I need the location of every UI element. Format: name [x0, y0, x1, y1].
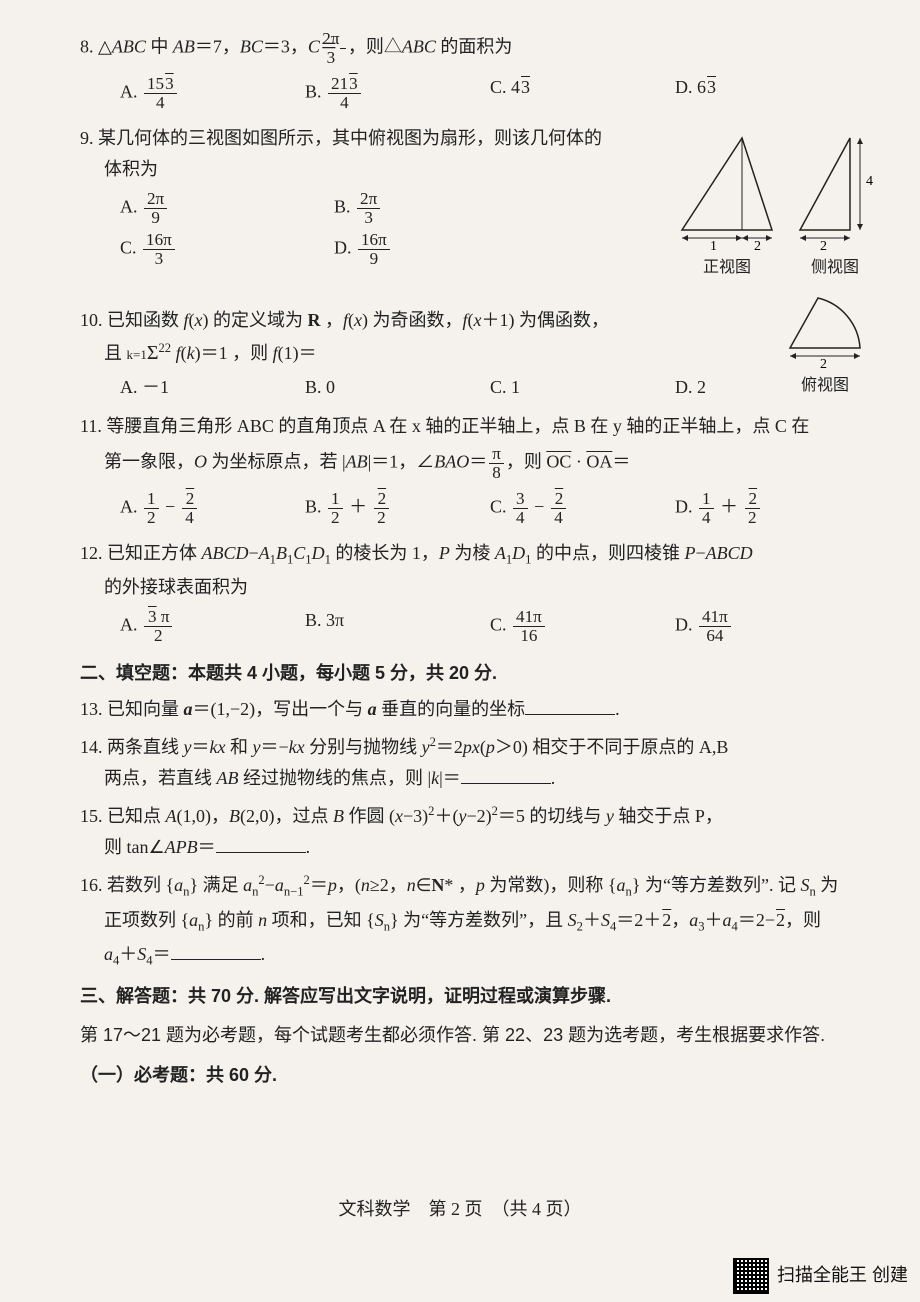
q10-opt-a: A. －1 — [120, 373, 305, 402]
front-view-svg: 1 2 — [672, 130, 782, 250]
q11-opt-b: B. 12 ＋ 22 — [305, 488, 490, 529]
question-13: 13. 已知向量 a＝(1,−2)，写出一个与 a 垂直的向量的坐标. — [80, 697, 860, 722]
q11-opt-c: C. 34 − 24 — [490, 488, 675, 529]
q16-stem: 16. 若数列 {an} 满足 an2−an−12＝p，(n≥2，n∈N* ，p… — [80, 872, 860, 901]
side-view-label: 侧视图 — [790, 257, 880, 279]
q9-opt-d: D. 16π9 — [334, 229, 548, 270]
q9-opt-b: B. 2π3 — [334, 188, 548, 229]
top-view-svg: 2 — [770, 288, 880, 368]
q13-blank — [525, 697, 615, 715]
side-height: 4 — [866, 174, 873, 189]
section-3-sub: （一）必考题：共 60 分. — [80, 1063, 860, 1088]
q8-opt-c: C. 43 — [490, 73, 675, 114]
q8-opt-d: D. 63 — [675, 73, 860, 114]
q16-stem2: 正项数列 {an} 的前 n 项和，已知 {Sn} 为“等方差数列”，且 S2＋… — [80, 908, 860, 936]
section-2-title: 二、填空题：本题共 4 小题，每小题 5 分，共 20 分. — [80, 661, 860, 686]
q10-num: 10. — [80, 310, 103, 330]
front-view-label: 正视图 — [672, 257, 782, 279]
side-base: 2 — [820, 239, 827, 250]
scanner-stamp: 扫描全能王 创建 — [733, 1258, 908, 1294]
q15-blank — [216, 835, 306, 853]
page-footer: 文科数学 第 2 页 （共 4 页） — [0, 1197, 920, 1222]
q12-opt-c: C. 41π16 — [490, 606, 675, 647]
q11-opt-d: D. 14 ＋ 22 — [675, 488, 860, 529]
top-chord: 2 — [820, 357, 827, 368]
question-16: 16. 若数列 {an} 满足 an2−an−12＝p，(n≥2，n∈N* ，p… — [80, 872, 860, 970]
q15-stem: 15. 已知点 A(1,0)，B(2,0)，过点 B 作圆 (x−3)2＋(y−… — [80, 803, 860, 829]
top-view-label: 俯视图 — [770, 375, 880, 397]
q14-stem: 14. 两条直线 y＝kx 和 y＝−kx 分别与抛物线 y2＝2px(p＞0)… — [80, 734, 860, 760]
q11-options: A. 12 − 24 B. 12 ＋ 22 C. 34 − 24 D. 14 ＋… — [80, 488, 860, 529]
stamp-text: 扫描全能王 创建 — [777, 1263, 908, 1288]
front-base-left: 1 — [710, 239, 717, 250]
q11-stem-text: 等腰直角三角形 ABC 的直角顶点 A 在 x 轴的正半轴上，点 B 在 y 轴… — [106, 416, 809, 436]
front-base-right: 2 — [754, 239, 761, 250]
q8-opt-b: B. 2134 — [305, 73, 490, 114]
q13-num: 13. — [80, 699, 103, 719]
question-11: 11. 等腰直角三角形 ABC 的直角顶点 A 在 x 轴的正半轴上，点 B 在… — [80, 414, 860, 529]
q8-num: 8. — [80, 37, 94, 57]
q8-options: A. 1534 B. 2134 C. 43 D. 63 — [80, 73, 860, 114]
q16-blank — [171, 942, 261, 960]
figures-three-view: 1 2 正视图 2 4 侧视图 — [640, 130, 880, 397]
q11-opt-a: A. 12 − 24 — [120, 488, 305, 529]
q11-stem: 11. 等腰直角三角形 ABC 的直角顶点 A 在 x 轴的正半轴上，点 B 在… — [80, 414, 860, 439]
question-12: 12. 已知正方体 ABCD−A1B1C1D1 的棱长为 1，P 为棱 A1D1… — [80, 541, 860, 647]
q9-opt-c: C. 16π3 — [120, 229, 334, 270]
question-15: 15. 已知点 A(1,0)，B(2,0)，过点 B 作圆 (x−3)2＋(y−… — [80, 803, 860, 860]
q10-opt-b: B. 0 — [305, 373, 490, 402]
q9-stem-text: 某几何体的三视图如图所示，其中俯视图为扇形，则该几何体的 — [98, 128, 602, 148]
question-14: 14. 两条直线 y＝kx 和 y＝−kx 分别与抛物线 y2＝2px(p＞0)… — [80, 734, 860, 791]
q16-num: 16. — [80, 875, 103, 895]
q11-num: 11. — [80, 416, 102, 436]
q8-opt-a: A. 1534 — [120, 73, 305, 114]
q15-num: 15. — [80, 806, 103, 826]
section-3-line2: 第 17～21 题为必考题，每个试题考生都必须作答. 第 22、23 题为选考题… — [80, 1023, 860, 1048]
qr-icon — [733, 1258, 769, 1294]
q9-num: 9. — [80, 128, 94, 148]
q12-num: 12. — [80, 543, 103, 563]
q12-opt-d: D. 41π64 — [675, 606, 860, 647]
q9-options: A. 2π9 B. 2π3 C. 16π3 D. 16π9 — [80, 188, 548, 270]
q12-options: A. 3 π2 B. 3π C. 41π16 D. 41π64 — [80, 606, 860, 647]
q9-opt-a: A. 2π9 — [120, 188, 334, 229]
side-view-svg: 2 4 — [790, 130, 880, 250]
question-8: 8. △ABC 中 AB＝7，BC＝3，C＝2π3，则△ABC 的面积为 A. … — [80, 30, 860, 114]
q15-stem2: 则 tan∠APB＝. — [80, 835, 860, 860]
q14-num: 14. — [80, 737, 103, 757]
q13-stem: 13. 已知向量 a＝(1,−2)，写出一个与 a 垂直的向量的坐标. — [80, 697, 860, 722]
section-3-title: 三、解答题：共 70 分. 解答应写出文字说明，证明过程或演算步骤. — [80, 984, 860, 1009]
q16-stem3: a4＋S4＝. — [80, 942, 860, 970]
q12-opt-b: B. 3π — [305, 606, 490, 647]
q14-stem2: 两点，若直线 AB 经过抛物线的焦点，则 |k|＝. — [80, 766, 860, 791]
q12-stem2: 的外接球表面积为 — [80, 575, 860, 600]
q8-stem: 8. △ABC 中 AB＝7，BC＝3，C＝2π3，则△ABC 的面积为 — [80, 30, 860, 67]
q12-opt-a: A. 3 π2 — [120, 606, 305, 647]
q12-stem: 12. 已知正方体 ABCD−A1B1C1D1 的棱长为 1，P 为棱 A1D1… — [80, 541, 860, 569]
q11-stem2: 第一象限，O 为坐标原点，若 |AB|＝1，∠BAO＝π8，则 OC · OA＝ — [80, 445, 860, 482]
q14-blank — [461, 766, 551, 784]
